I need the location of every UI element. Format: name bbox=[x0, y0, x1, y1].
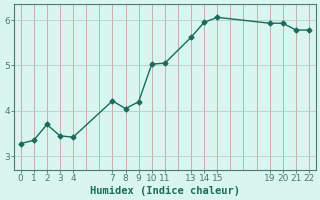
X-axis label: Humidex (Indice chaleur): Humidex (Indice chaleur) bbox=[90, 186, 240, 196]
